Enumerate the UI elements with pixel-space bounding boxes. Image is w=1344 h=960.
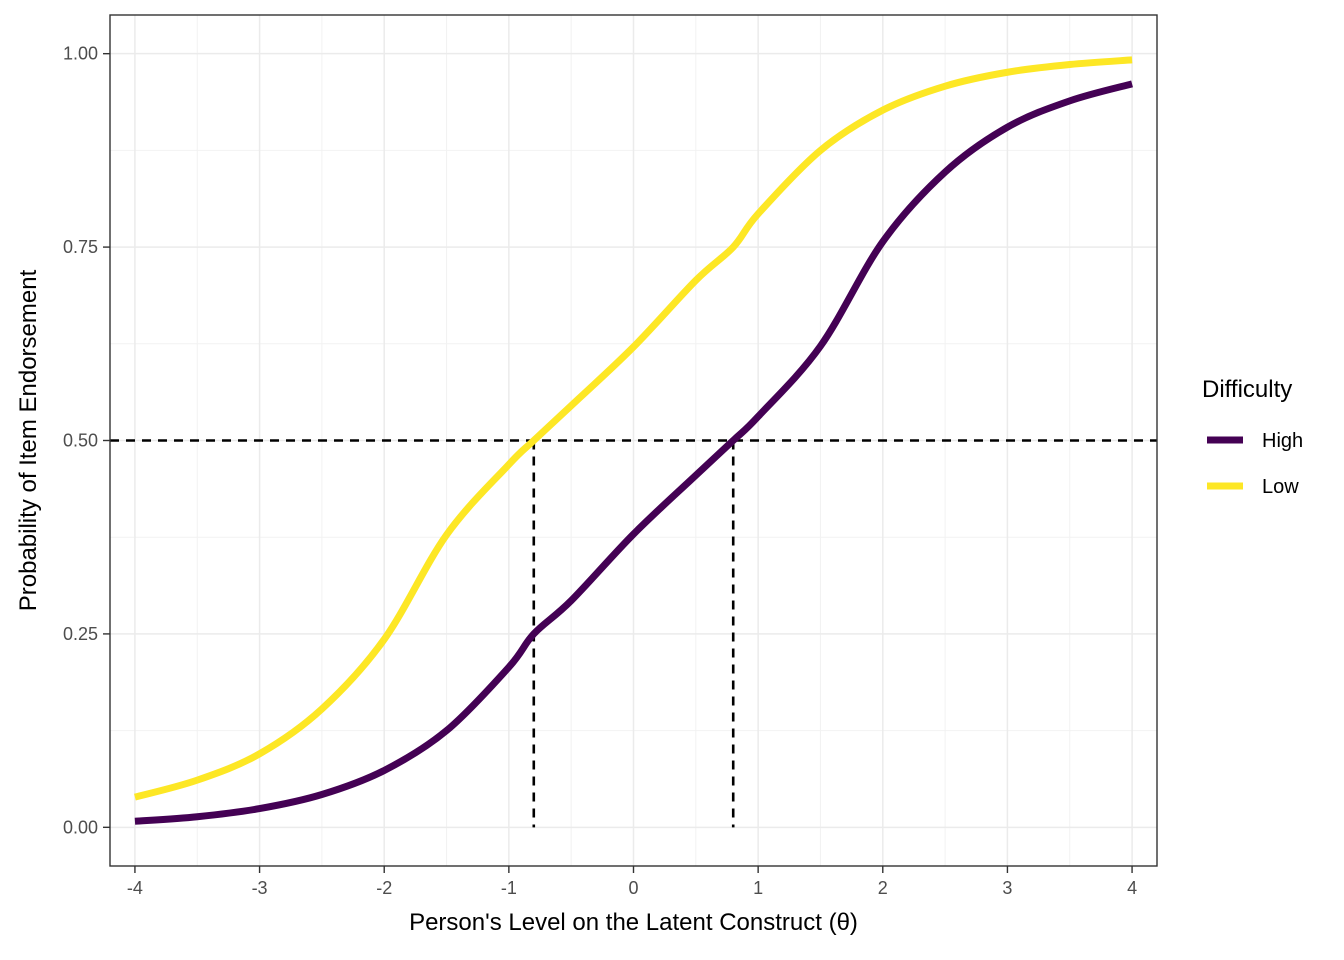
series-line-low xyxy=(134,56,1133,801)
series-layer xyxy=(134,56,1133,825)
legend-label-low: Low xyxy=(1262,476,1299,498)
x-tick-label: 0 xyxy=(628,878,638,898)
x-tick-label: 4 xyxy=(1127,878,1137,898)
x-tick-label: -4 xyxy=(127,878,143,898)
legend-title: Difficulty xyxy=(1202,376,1292,403)
series-line-high xyxy=(134,80,1133,825)
x-axis-title: Person's Level on the Latent Construct (… xyxy=(409,909,858,936)
y-tick-label: 0.75 xyxy=(63,237,98,257)
legend-label-high: High xyxy=(1262,430,1303,452)
y-tick-label: 0.50 xyxy=(63,431,98,451)
y-tick-label: 0.25 xyxy=(63,624,98,644)
x-tick-label: -2 xyxy=(376,878,392,898)
ticks-layer: -4 -3 -2 -1 0 1 2 3 4 0.00 0.25 0.50 0.75 1.00 xyxy=(63,44,1137,898)
x-tick-label: 3 xyxy=(1002,878,1012,898)
y-tick-label: 1.00 xyxy=(63,44,98,64)
x-tick-label: -1 xyxy=(501,878,517,898)
x-tick-label: 2 xyxy=(878,878,888,898)
legend: Difficulty High Low xyxy=(1202,376,1303,498)
y-tick-label: 0.00 xyxy=(63,817,98,837)
y-axis-title: Probability of Item Endorsement xyxy=(15,269,42,611)
x-tick-label: -3 xyxy=(252,878,268,898)
x-tick-label: 1 xyxy=(753,878,763,898)
